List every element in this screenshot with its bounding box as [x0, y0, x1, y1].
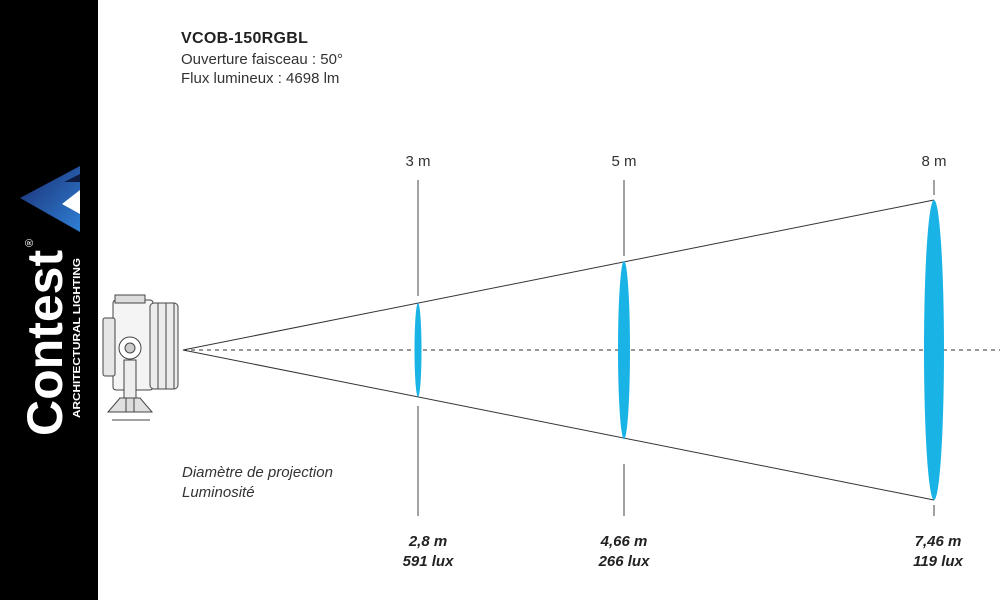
diameter-value: 4,66 m	[600, 533, 648, 550]
contest-triangle-logo-icon	[20, 166, 80, 232]
distance-label: 5 m	[611, 153, 636, 170]
legend: Diamètre de projection Luminosité	[182, 463, 333, 503]
brand-registered-mark: ®	[24, 239, 36, 247]
beam-edge-upper	[182, 199, 935, 351]
lux-value: 119 lux	[913, 553, 963, 570]
distance-label: 8 m	[921, 153, 946, 170]
lux-value: 266 lux	[598, 553, 651, 570]
measure-8m: 8 m 7,46 m 119 lux	[913, 153, 963, 570]
brand-sidebar: Contest ® ARCHITECTURAL LIGHTING	[0, 0, 98, 600]
lux-value: 591 lux	[403, 553, 455, 570]
beam-spot	[414, 303, 422, 397]
beam-spot	[618, 261, 630, 439]
product-header: VCOB-150RGBL Ouverture faisceau : 50° Fl…	[181, 30, 343, 88]
luminous-flux-spec: Flux lumineux : 4698 lm	[181, 70, 340, 87]
beam-angle-spec: Ouverture faisceau : 50°	[181, 51, 343, 68]
floodlight-fixture-icon	[102, 294, 179, 421]
contest-brand-logo: Contest ® ARCHITECTURAL LIGHTING	[17, 166, 83, 436]
beam-spot	[924, 200, 944, 500]
legend-illuminance: Luminosité	[182, 484, 255, 501]
brand-tagline: ARCHITECTURAL LIGHTING	[71, 258, 83, 418]
brand-name: Contest	[17, 250, 73, 436]
legend-diameter: Diamètre de projection	[182, 464, 333, 481]
beam-edge-lower	[182, 349, 935, 501]
measure-3m: 3 m 2,8 m 591 lux	[403, 153, 455, 570]
product-model: VCOB-150RGBL	[181, 30, 309, 47]
diameter-value: 2,8 m	[408, 533, 447, 550]
diameter-value: 7,46 m	[915, 533, 962, 550]
distance-label: 3 m	[405, 153, 430, 170]
measure-5m: 5 m 4,66 m 266 lux	[598, 153, 651, 570]
